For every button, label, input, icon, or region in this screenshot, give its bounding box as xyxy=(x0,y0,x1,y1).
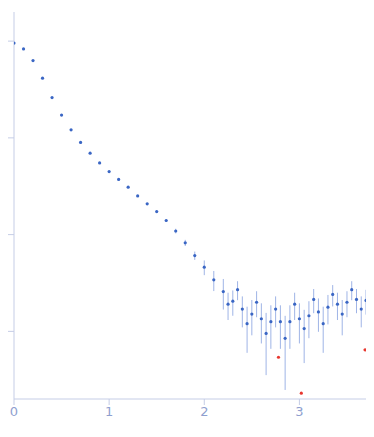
svg-text:0: 0 xyxy=(10,404,18,419)
svg-text:1: 1 xyxy=(105,404,113,419)
svg-text:3: 3 xyxy=(295,404,303,419)
svg-text:2: 2 xyxy=(200,404,208,419)
